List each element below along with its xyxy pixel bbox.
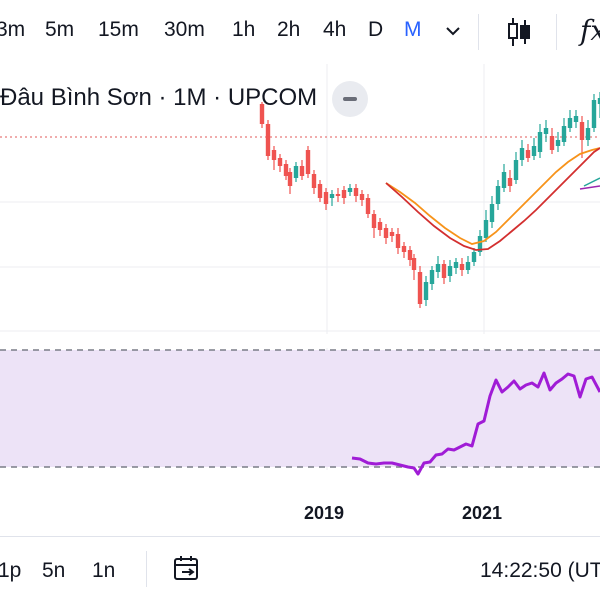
candle-body [471, 252, 477, 262]
range-5n[interactable]: 5n [42, 559, 66, 582]
candle-body [317, 184, 323, 198]
chevron-down-icon[interactable] [444, 22, 462, 40]
candle-body [489, 204, 495, 222]
timeframe-4h[interactable]: 4h [323, 18, 347, 41]
candle-body [465, 262, 471, 270]
symbol-legend-title[interactable]: Đâu Bình Sơn · 1M · UPCOM [0, 84, 318, 111]
timeframe-15m[interactable]: 15m [98, 18, 139, 41]
candle-body [585, 128, 591, 140]
candle-body [277, 158, 283, 166]
candle-body [377, 222, 383, 230]
candle-body [305, 150, 311, 174]
candle-body [501, 172, 507, 188]
range-1p[interactable]: 1p [0, 559, 22, 582]
candle-body [441, 264, 447, 278]
candle-body [329, 194, 335, 198]
candle-body [271, 150, 277, 160]
candle-body [287, 172, 293, 186]
candle-body [459, 264, 465, 270]
candles-icon[interactable] [506, 16, 532, 48]
collapse-legend-button[interactable] [332, 81, 368, 117]
candle-body [383, 228, 389, 238]
candle-body [259, 104, 265, 124]
minus-icon [343, 97, 357, 101]
candle-body [283, 164, 289, 176]
indicators-fx-icon[interactable]: fx [580, 14, 600, 47]
candle-body [507, 178, 513, 186]
candle-body [597, 98, 600, 104]
candle-body [411, 258, 417, 270]
price-chart[interactable] [0, 64, 600, 534]
ma-small-line [583, 177, 600, 187]
bottom-separator [146, 551, 147, 587]
timeframe-toolbar: 3m 5m 15m 30m 1h 2h 4h D M fx [0, 0, 600, 64]
candle-body [495, 186, 501, 204]
candle-body [401, 246, 407, 252]
ma-small-line-purple [579, 185, 600, 190]
candle-body [537, 132, 543, 152]
candle-body [477, 236, 483, 252]
candle-body [429, 270, 435, 284]
toolbar-separator [478, 14, 479, 50]
candle-body [579, 122, 585, 140]
timeframe-m[interactable]: M [404, 18, 422, 41]
candle-body [591, 100, 597, 128]
bottom-range-bar: 1p 5n 1n 14:22:50 (UT [0, 536, 600, 601]
range-1n[interactable]: 1n [92, 559, 116, 582]
timeframe-3m[interactable]: 3m [0, 18, 26, 41]
candle-body [573, 116, 579, 122]
candle-body [365, 198, 371, 214]
candle-body [335, 194, 341, 196]
candle-body [359, 194, 365, 200]
candle-body [407, 250, 413, 260]
x-axis-label-2021: 2021 [462, 503, 503, 523]
timeframe-30m[interactable]: 30m [164, 18, 205, 41]
candle-body [371, 214, 377, 228]
timeframe-1h[interactable]: 1h [232, 18, 256, 41]
candles [259, 92, 600, 308]
candle-body [265, 124, 271, 156]
candle-body [513, 160, 519, 180]
ma-orange-line [385, 147, 600, 245]
candle-body [293, 166, 299, 178]
toolbar-separator [556, 14, 557, 50]
candle-body [567, 118, 573, 128]
candle-body [341, 190, 347, 198]
candle-body [389, 232, 395, 236]
clock-time[interactable]: 14:22:50 (UT [480, 559, 600, 582]
rsi-line [351, 371, 600, 476]
candle-body [323, 192, 329, 204]
candle-body [435, 264, 441, 272]
candle-body [353, 188, 359, 196]
candle-body [447, 266, 453, 276]
candle-body [395, 234, 401, 248]
candle-body [347, 188, 353, 192]
candle-body [549, 136, 555, 150]
candle-body [531, 146, 537, 156]
timeframe-d[interactable]: D [368, 18, 384, 41]
candle-body [561, 126, 567, 142]
candle-body [417, 272, 423, 304]
candle-body [519, 148, 525, 160]
candle-body [299, 166, 305, 176]
candle-body [423, 282, 429, 300]
ma-red-line [385, 147, 600, 251]
timeframe-2h[interactable]: 2h [277, 18, 301, 41]
candle-body [525, 150, 531, 158]
candle-body [555, 140, 561, 146]
rsi-band [0, 350, 600, 467]
candle-body [543, 128, 549, 134]
candle-body [453, 262, 459, 268]
candle-body [311, 174, 317, 188]
go-to-date-icon[interactable] [172, 555, 202, 583]
candle-body [483, 220, 489, 238]
x-axis-label-2019: 2019 [304, 503, 345, 523]
timeframe-5m[interactable]: 5m [45, 18, 75, 41]
